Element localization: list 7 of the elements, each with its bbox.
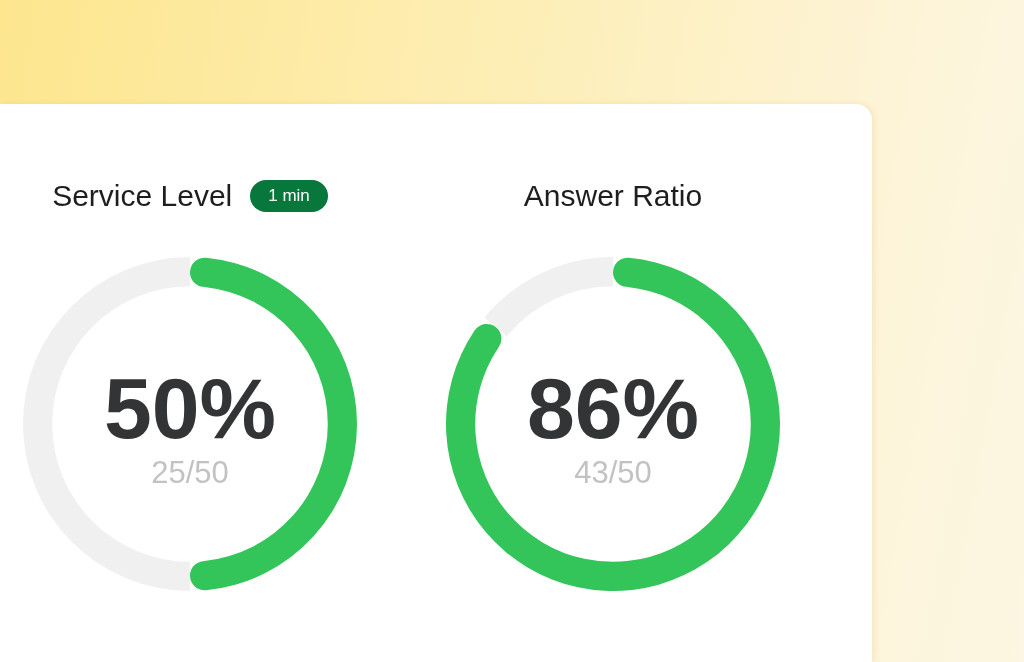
text: 50% <box>103 360 277 456</box>
chart-title: Answer Ratio <box>523 179 703 213</box>
chart-title: Service Level <box>52 179 233 213</box>
text: 86% <box>526 360 700 456</box>
chart-subtitle: 1 min <box>250 180 328 212</box>
text: 25/50 <box>151 455 229 490</box>
text: 43/50 <box>574 455 652 490</box>
